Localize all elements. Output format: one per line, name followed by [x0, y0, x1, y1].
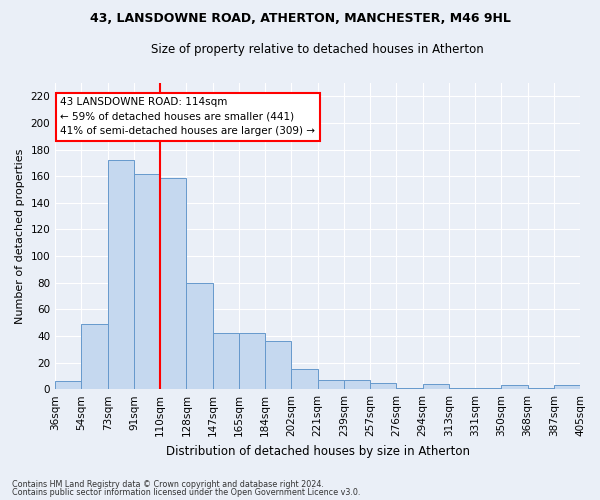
- Title: Size of property relative to detached houses in Atherton: Size of property relative to detached ho…: [151, 42, 484, 56]
- Bar: [475, 388, 501, 389]
- Text: Contains public sector information licensed under the Open Government Licence v3: Contains public sector information licen…: [12, 488, 361, 497]
- Bar: [265, 342, 292, 389]
- Bar: [344, 380, 370, 389]
- Bar: [554, 385, 580, 389]
- Bar: [317, 380, 344, 389]
- Bar: [501, 385, 527, 389]
- Bar: [292, 369, 317, 389]
- Bar: [187, 282, 212, 389]
- Bar: [160, 178, 187, 389]
- Bar: [55, 381, 82, 389]
- Bar: [422, 384, 449, 389]
- Bar: [107, 160, 134, 389]
- Text: 43 LANSDOWNE ROAD: 114sqm
← 59% of detached houses are smaller (441)
41% of semi: 43 LANSDOWNE ROAD: 114sqm ← 59% of detac…: [61, 97, 316, 136]
- Text: Contains HM Land Registry data © Crown copyright and database right 2024.: Contains HM Land Registry data © Crown c…: [12, 480, 324, 489]
- Bar: [449, 388, 475, 389]
- Bar: [239, 334, 265, 389]
- Y-axis label: Number of detached properties: Number of detached properties: [15, 148, 25, 324]
- Bar: [527, 388, 554, 389]
- Bar: [82, 324, 107, 389]
- Bar: [212, 334, 239, 389]
- Bar: [397, 388, 422, 389]
- Bar: [370, 382, 397, 389]
- Text: 43, LANSDOWNE ROAD, ATHERTON, MANCHESTER, M46 9HL: 43, LANSDOWNE ROAD, ATHERTON, MANCHESTER…: [89, 12, 511, 26]
- X-axis label: Distribution of detached houses by size in Atherton: Distribution of detached houses by size …: [166, 444, 470, 458]
- Bar: [134, 174, 160, 389]
